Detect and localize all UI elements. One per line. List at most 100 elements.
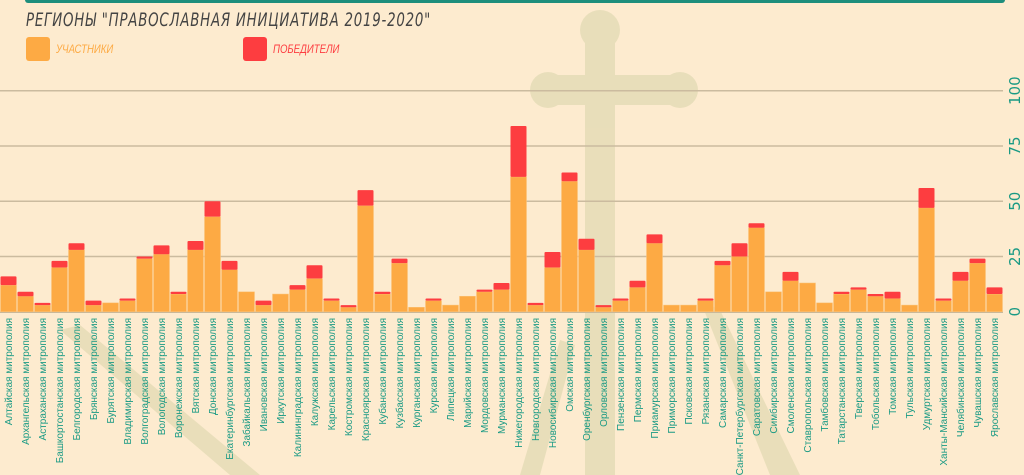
bar-participants bbox=[68, 249, 85, 312]
x-tick-label: Мурманская митрополия bbox=[497, 318, 508, 434]
bar-participants bbox=[17, 295, 34, 312]
x-tick-label: Орловская митрополия bbox=[599, 318, 610, 427]
x-tick-label: Кубанская митрополия bbox=[377, 318, 389, 425]
bar-participants bbox=[612, 300, 629, 312]
bar-participants bbox=[204, 216, 221, 312]
x-tick-label: Алтайская митрополия bbox=[4, 318, 15, 425]
bar-winners bbox=[544, 252, 561, 268]
bar-winners bbox=[170, 291, 187, 295]
bar-participants bbox=[663, 304, 680, 312]
bar-participants bbox=[850, 289, 867, 312]
x-tick-label: Вологодская митрополия bbox=[157, 318, 168, 435]
top-accent-bar bbox=[25, 0, 1005, 3]
x-tick-label: Красноярская митрополия bbox=[361, 318, 372, 441]
bar-participants bbox=[629, 287, 646, 312]
bar-winners bbox=[850, 287, 867, 290]
bar-participants bbox=[935, 300, 952, 312]
bar-winners bbox=[867, 294, 884, 297]
bar-participants bbox=[918, 207, 935, 312]
bar-winners bbox=[136, 256, 153, 259]
bar-winners bbox=[884, 291, 901, 299]
bar-winners bbox=[714, 260, 731, 266]
x-tick-label: Нижегородская митрополия bbox=[514, 318, 525, 448]
x-tick-label: Ивановская митрополия bbox=[259, 318, 270, 431]
bar-participants bbox=[765, 291, 782, 312]
x-tick-label: Челябинская митрополия bbox=[955, 318, 967, 437]
bar-participants bbox=[731, 256, 748, 312]
bar-participants bbox=[306, 278, 323, 312]
bar-winners bbox=[697, 298, 714, 301]
x-tick-label: Татарстанская митрополия bbox=[837, 318, 848, 444]
legend-item-participants: УЧАСТНИКИ bbox=[26, 37, 128, 61]
bar-winners bbox=[391, 258, 408, 264]
x-tick-label: Карельская митрополия bbox=[327, 318, 338, 430]
bar-participants bbox=[884, 298, 901, 312]
x-tick-label: Приамурская митрополия bbox=[650, 318, 661, 438]
bar-winners bbox=[748, 223, 765, 228]
bar-winners bbox=[68, 243, 85, 250]
bar-participants bbox=[799, 282, 816, 312]
x-tick-label: Мордовская митрополия bbox=[480, 318, 491, 433]
y-tick-label: 75 bbox=[1006, 136, 1024, 155]
bar-winners bbox=[833, 291, 850, 295]
bar-participants bbox=[357, 205, 374, 312]
bar-winners bbox=[425, 298, 442, 301]
bar-participants bbox=[136, 258, 153, 312]
watermark-cross bbox=[60, 10, 800, 475]
x-tick-label: Волгоградская митрополия bbox=[140, 318, 151, 445]
bar-winners bbox=[187, 240, 204, 250]
x-tick-label: Пензенская митрополия bbox=[616, 318, 627, 431]
x-tick-label: Башкортостанская митрополия bbox=[55, 318, 66, 463]
bar-participants bbox=[425, 300, 442, 312]
bar-participants bbox=[102, 302, 119, 312]
bar-participants bbox=[986, 293, 1003, 312]
bar-participants bbox=[340, 307, 357, 312]
x-tick-label: Тамбовская митрополия bbox=[819, 318, 831, 432]
x-tick-label: Приморская митрополия bbox=[667, 318, 678, 433]
x-tick-label: Иркутская митрополия bbox=[276, 318, 287, 424]
bar-winners bbox=[986, 287, 1003, 295]
x-tick-label: Курганская митрополия bbox=[412, 318, 423, 428]
x-tick-label: Брянская митрополия bbox=[89, 318, 100, 420]
y-tick-label: 100 bbox=[1006, 76, 1024, 105]
x-tick-label: Удмуртская митрополия bbox=[922, 318, 933, 430]
legend-label-participants: УЧАСТНИКИ bbox=[56, 42, 114, 56]
bar-participants bbox=[816, 302, 833, 312]
bar-participants bbox=[272, 293, 289, 312]
bar-winners bbox=[476, 289, 493, 292]
x-tick-label: Кузбасская митрополия bbox=[394, 318, 406, 428]
bar-winners bbox=[578, 238, 595, 250]
bar-participants bbox=[442, 304, 459, 312]
x-tick-label: Воронежская митрополия bbox=[174, 318, 185, 438]
bar-participants bbox=[833, 293, 850, 312]
x-tick-label: Пермская митрополия bbox=[633, 318, 644, 422]
bar-participants bbox=[34, 304, 51, 312]
bar-participants bbox=[748, 227, 765, 312]
bar-participants bbox=[714, 265, 731, 312]
bar-participants bbox=[153, 253, 170, 312]
bar-winners bbox=[34, 302, 51, 306]
x-tick-label: Смоленская митрополия bbox=[786, 318, 797, 433]
bar-winners bbox=[969, 258, 986, 264]
bar-participants bbox=[646, 242, 663, 312]
legend-label-winners: ПОБЕДИТЕЛИ bbox=[273, 42, 340, 56]
bar-participants bbox=[221, 269, 238, 312]
bar-winners bbox=[204, 201, 221, 217]
x-tick-label: Тверская митрополия bbox=[854, 318, 865, 419]
bar-winners bbox=[629, 280, 646, 288]
legend-item-winners: ПОБЕДИТЕЛИ bbox=[243, 37, 356, 61]
x-tick-label: Курская митрополия bbox=[429, 318, 440, 413]
bar-winners bbox=[340, 305, 357, 308]
bar-winners bbox=[952, 271, 969, 281]
bar-winners bbox=[731, 243, 748, 257]
y-tick-label: 25 bbox=[1006, 247, 1024, 266]
bar-winners bbox=[561, 172, 578, 182]
chart-title: РЕГИОНЫ "ПРАВОСЛАВНАЯ ИНИЦИАТИВА 2019-20… bbox=[26, 9, 432, 31]
bar-participants bbox=[255, 304, 272, 312]
bar-winners bbox=[918, 187, 935, 208]
bar-participants bbox=[289, 289, 306, 312]
bar-participants bbox=[459, 295, 476, 312]
bar-winners bbox=[221, 260, 238, 270]
x-tick-label: Архангельская митрополия bbox=[21, 318, 32, 445]
x-tick-label: Липецкая митрополия bbox=[446, 318, 457, 421]
